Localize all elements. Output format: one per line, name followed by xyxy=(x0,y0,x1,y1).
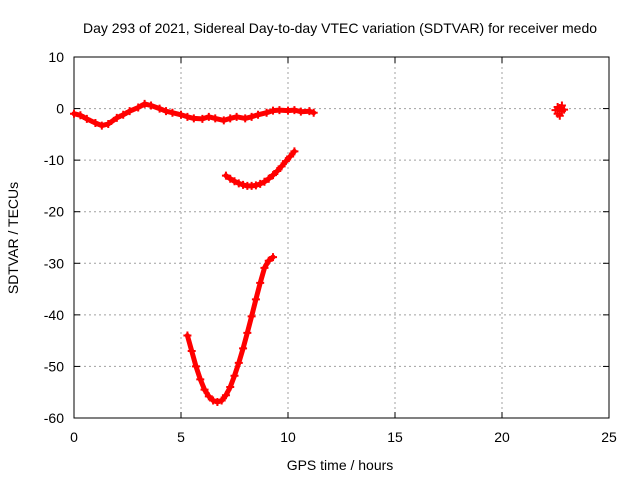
y-tick-label: -40 xyxy=(44,307,64,323)
x-axis-label: GPS time / hours xyxy=(287,457,394,473)
data-point xyxy=(305,107,314,116)
data-point xyxy=(70,109,78,118)
data-point xyxy=(264,256,273,265)
data-point xyxy=(97,121,106,130)
data-point xyxy=(198,114,207,123)
data-point xyxy=(134,103,143,112)
data-point xyxy=(140,99,149,108)
y-tick-label: -50 xyxy=(44,358,64,374)
data-point xyxy=(119,110,128,119)
data-point xyxy=(162,107,171,116)
x-tick-label: 10 xyxy=(280,429,296,445)
y-axis-label: SDTVAR / TECUs xyxy=(5,182,21,294)
data-point xyxy=(269,253,278,262)
data-point xyxy=(269,171,278,180)
data-point xyxy=(273,166,282,175)
x-tick-label: 15 xyxy=(387,429,403,445)
data-point xyxy=(211,114,220,123)
data-point xyxy=(309,108,318,117)
data-point xyxy=(234,358,243,367)
data-point xyxy=(230,177,239,186)
data-point xyxy=(168,108,177,117)
data-point xyxy=(177,110,185,119)
data-point xyxy=(239,180,248,189)
data-point xyxy=(560,105,569,114)
data-point xyxy=(232,112,241,121)
grid xyxy=(74,57,609,418)
data-point xyxy=(241,114,250,123)
data-point xyxy=(191,362,200,371)
data-point xyxy=(286,152,295,161)
data-point xyxy=(557,101,566,110)
data-point xyxy=(256,278,265,287)
data-point xyxy=(147,101,156,110)
series-0 xyxy=(70,99,318,130)
y-tick-label: 10 xyxy=(48,49,64,65)
axis-ticks: 0 5 10 15 20 25 10 0 -10 -20 -30 -40 -50 -60 xyxy=(44,49,617,445)
x-tick-label: 5 xyxy=(177,429,185,445)
chart-title: Day 293 of 2021, Sidereal Day-to-day VTE… xyxy=(83,20,597,36)
y-tick-label: -10 xyxy=(44,152,64,168)
data-point xyxy=(256,179,265,188)
data-point xyxy=(76,111,85,120)
y-tick-label: -20 xyxy=(44,204,64,220)
x-tick-label: 25 xyxy=(601,429,617,445)
data-point xyxy=(281,157,290,166)
data-point xyxy=(251,181,260,190)
data-point xyxy=(277,162,286,171)
data-point xyxy=(251,295,260,304)
data-point xyxy=(290,147,299,156)
y-tick-label: -60 xyxy=(44,410,64,426)
series-1 xyxy=(221,147,299,190)
data-point xyxy=(183,331,192,340)
data-point xyxy=(226,174,235,183)
data-point xyxy=(104,120,113,129)
data-point xyxy=(112,113,121,122)
data-point xyxy=(213,398,222,407)
data-point xyxy=(187,346,196,355)
data-series xyxy=(70,99,569,407)
data-point xyxy=(82,114,91,123)
data-point xyxy=(230,371,239,380)
data-point xyxy=(91,119,100,128)
data-point xyxy=(217,396,226,405)
data-point xyxy=(125,107,134,116)
x-tick-label: 0 xyxy=(70,429,78,445)
data-point xyxy=(221,171,230,180)
data-point xyxy=(189,114,198,123)
data-point xyxy=(221,391,230,400)
data-point xyxy=(260,263,269,272)
series-3 xyxy=(551,101,569,120)
plot-frame xyxy=(73,56,610,419)
data-point xyxy=(155,104,164,113)
data-point xyxy=(204,112,213,121)
data-point xyxy=(234,179,243,188)
data-point xyxy=(226,114,235,123)
data-point xyxy=(296,107,305,116)
data-point xyxy=(262,108,271,117)
data-point xyxy=(247,112,256,121)
data-point xyxy=(243,328,252,337)
data-point xyxy=(226,383,235,392)
data-point xyxy=(247,312,256,321)
data-point xyxy=(264,174,273,183)
data-point xyxy=(183,112,192,121)
y-tick-label: -30 xyxy=(44,255,64,271)
data-point xyxy=(553,109,562,118)
data-point xyxy=(219,116,228,125)
data-point xyxy=(204,392,213,401)
data-point xyxy=(290,106,299,115)
data-point xyxy=(196,375,205,384)
data-point xyxy=(260,177,269,186)
data-point xyxy=(275,106,284,115)
x-tick-label: 20 xyxy=(494,429,510,445)
y-tick-label: 0 xyxy=(56,101,64,117)
data-point xyxy=(239,344,248,353)
data-point xyxy=(254,110,263,119)
data-point xyxy=(200,385,209,394)
series-2 xyxy=(183,253,278,407)
data-point xyxy=(209,396,218,405)
